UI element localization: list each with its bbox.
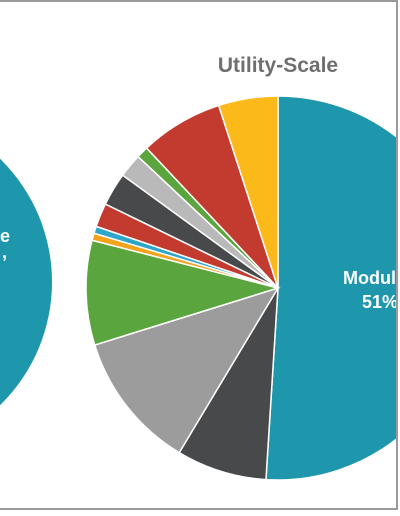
pie-slice-3 [85,239,281,346]
utility-scale-chart-title: Utility-Scale [217,54,339,77]
slice-value-modul: 51% [362,292,396,312]
left-pie-chart: , e [0,158,52,406]
pie-charts: , e Modul 51% [0,95,396,481]
left-pie-slice [0,158,52,406]
pie-slice-11 [217,95,279,289]
pie-slice-2 [93,286,280,454]
slice-label-modul: Modul [343,268,396,288]
utility-scale-pie-labels: Modul 51% [343,268,396,312]
left-pie-label-fragment: , [2,242,7,262]
utility-scale-pie-chart [85,95,396,481]
pie-slice-0 [265,95,396,481]
left-pie-label-fragment: e [0,226,10,246]
